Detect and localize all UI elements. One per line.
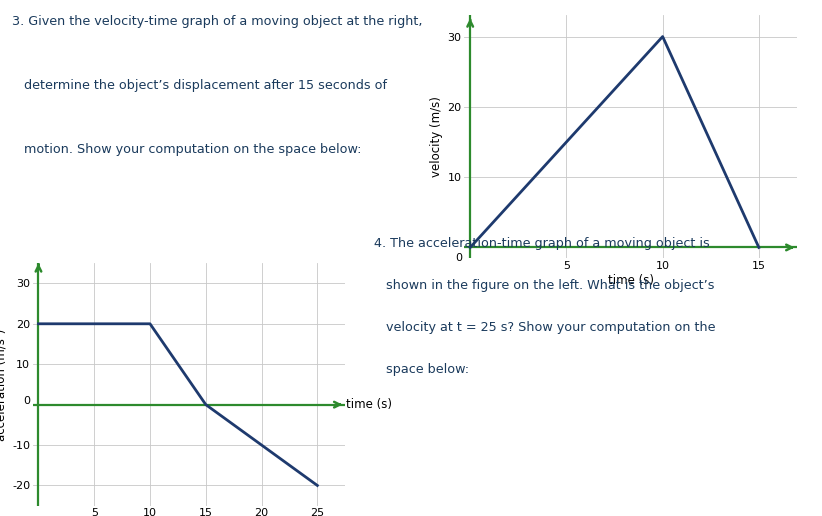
Text: 0: 0 [24, 396, 30, 406]
Text: motion. Show your computation on the space below:: motion. Show your computation on the spa… [12, 142, 362, 156]
Text: space below:: space below: [374, 363, 469, 376]
Y-axis label: velocity (m/s): velocity (m/s) [431, 96, 443, 177]
Text: 4. The acceleration-time graph of a moving object is: 4. The acceleration-time graph of a movi… [374, 237, 709, 250]
Text: 0: 0 [455, 253, 463, 263]
Text: shown in the figure on the left. What is the object’s: shown in the figure on the left. What is… [374, 279, 714, 292]
Text: velocity at t = 25 s? Show your computation on the: velocity at t = 25 s? Show your computat… [374, 321, 715, 334]
Text: 3. Given the velocity-time graph of a moving object at the right,: 3. Given the velocity-time graph of a mo… [12, 15, 423, 28]
X-axis label: time (s): time (s) [608, 273, 653, 286]
Text: time (s): time (s) [346, 398, 392, 411]
Text: determine the object’s displacement after 15 seconds of: determine the object’s displacement afte… [12, 79, 387, 92]
Y-axis label: acceleration (m/s²): acceleration (m/s²) [0, 328, 8, 441]
